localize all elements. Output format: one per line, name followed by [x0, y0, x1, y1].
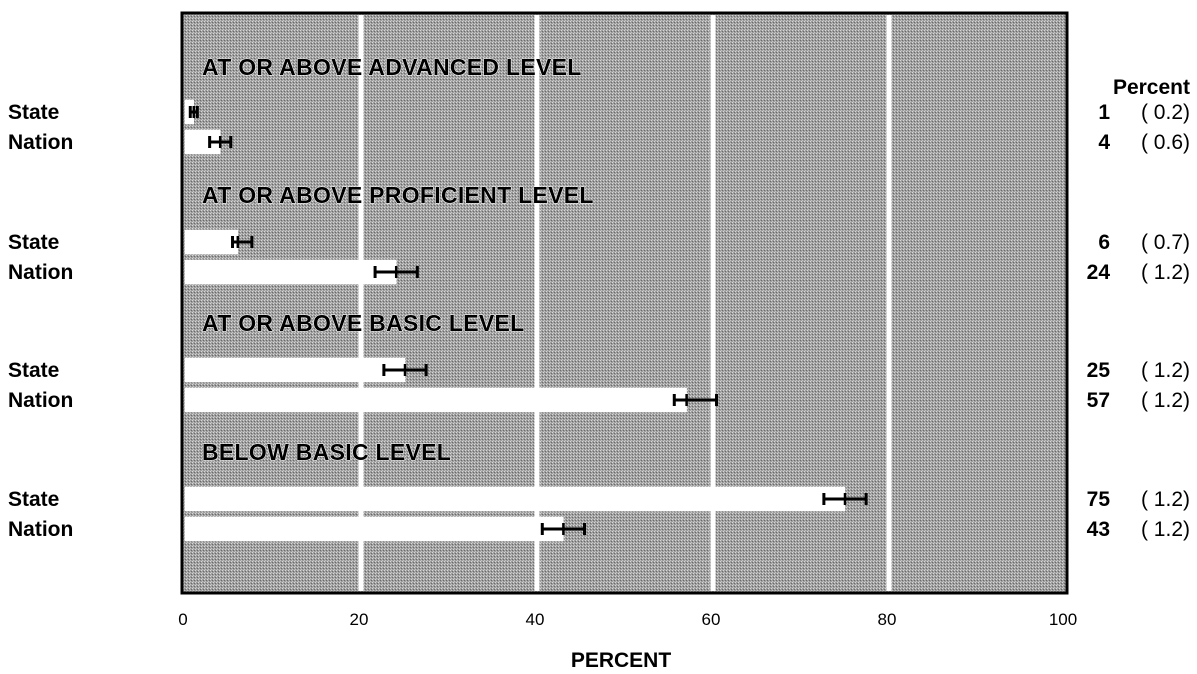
plot-frame — [180, 11, 1069, 595]
group-label: BELOW BASIC LEVEL — [202, 439, 451, 465]
value-percent: 75 — [1087, 488, 1111, 511]
bar-nation — [184, 259, 397, 285]
x-tick-label: 100 — [1049, 610, 1077, 629]
value-percent: 4 — [1098, 131, 1110, 154]
bar-nation — [184, 516, 564, 542]
row-label-nation: Nation — [8, 389, 73, 412]
x-axis-ticks: 0 20 40 60 80 100 — [178, 610, 1077, 629]
x-tick-label: 60 — [702, 610, 721, 629]
x-tick-label: 20 — [350, 610, 369, 629]
bar-state — [184, 486, 846, 512]
value-standard-error: ( 1.2) — [1141, 389, 1190, 412]
value-standard-error: ( 1.2) — [1141, 261, 1190, 284]
group-label: AT OR ABOVE PROFICIENT LEVEL — [202, 182, 594, 208]
value-standard-error: ( 0.7) — [1141, 231, 1190, 254]
row-label-nation: Nation — [8, 261, 73, 284]
x-axis-label: PERCENT — [571, 649, 672, 672]
group-labels: AT OR ABOVE ADVANCED LEVEL AT OR ABOVE PR… — [202, 54, 594, 466]
bars-layer — [184, 99, 846, 542]
error-bars-layer — [188, 106, 868, 535]
bar-nation — [184, 387, 687, 413]
value-percent: 25 — [1087, 359, 1111, 382]
value-percent: 6 — [1098, 231, 1110, 254]
bar-state — [184, 357, 406, 383]
value-standard-error: ( 0.2) — [1141, 101, 1190, 124]
value-standard-error: ( 1.2) — [1141, 359, 1190, 382]
row-label-nation: Nation — [8, 131, 73, 154]
x-tick-label: 0 — [178, 610, 187, 629]
row-label-state: State — [8, 231, 59, 254]
row-label-state: State — [8, 359, 59, 382]
row-label-state: State — [8, 101, 59, 124]
value-standard-error: ( 1.2) — [1141, 488, 1190, 511]
row-label-state: State — [8, 488, 59, 511]
value-percent: 24 — [1087, 261, 1111, 284]
value-percent: 1 — [1098, 101, 1110, 124]
value-standard-error: ( 0.6) — [1141, 131, 1190, 154]
x-tick-label: 40 — [526, 610, 545, 629]
value-column: Percent 1 ( 0.2) 4 ( 0.6) 6 ( 0.7) 24 ( 1.2) 25 (… — [1087, 76, 1190, 541]
x-tick-label: 80 — [878, 610, 897, 629]
group-label: AT OR ABOVE ADVANCED LEVEL — [202, 54, 582, 80]
row-label-nation: Nation — [8, 518, 73, 541]
group-label: AT OR ABOVE BASIC LEVEL — [202, 310, 525, 336]
percent-column-header: Percent — [1113, 76, 1190, 99]
value-percent: 43 — [1087, 518, 1110, 541]
row-labels: State Nation State Nation State Nation State Na… — [8, 101, 73, 541]
bar-state — [184, 229, 239, 255]
value-standard-error: ( 1.2) — [1141, 518, 1190, 541]
value-percent: 57 — [1087, 389, 1110, 412]
